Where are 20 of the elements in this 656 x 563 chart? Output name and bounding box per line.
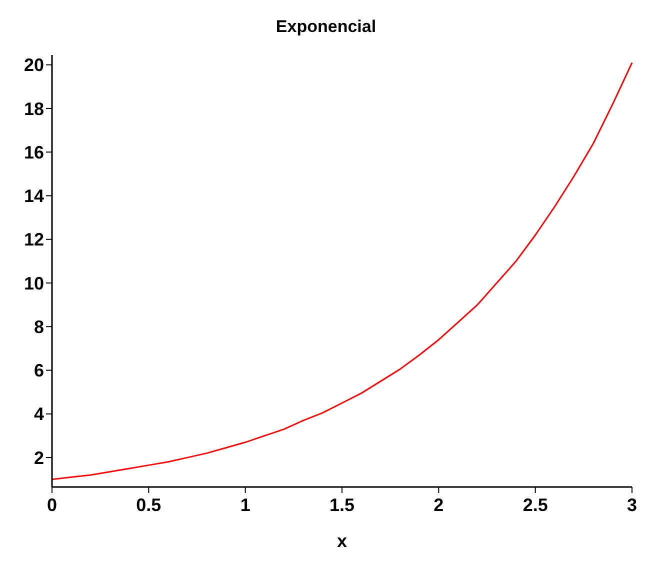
y-tick-label: 8 <box>34 316 44 337</box>
y-tick-label: 16 <box>24 142 44 162</box>
x-tick-label: 1 <box>240 495 250 515</box>
x-tick-label: 0.5 <box>136 495 162 515</box>
x-tick-label: 0 <box>46 495 58 515</box>
y-tick-label: 18 <box>24 98 44 119</box>
y-tick-label: 20 <box>24 55 44 76</box>
x-tick-label: 2.5 <box>522 495 548 515</box>
y-tick-label: 12 <box>24 230 44 250</box>
x-tick-label: 3 <box>626 495 638 515</box>
line-series <box>51 62 633 480</box>
y-tick-label: 14 <box>24 186 44 206</box>
y-tick-label: 10 <box>24 273 44 294</box>
y-tick-label: 4 <box>34 404 44 424</box>
x-tick-label: 1.5 <box>329 495 355 515</box>
y-tick-label: 6 <box>34 360 44 381</box>
x-axis-title: x <box>336 531 348 551</box>
x-tick-label: 2 <box>434 495 444 515</box>
chart-title: Exponencial <box>276 17 376 36</box>
y-tick-label: 2 <box>34 448 44 468</box>
